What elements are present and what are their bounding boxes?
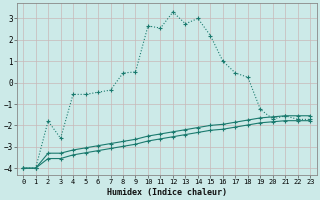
- X-axis label: Humidex (Indice chaleur): Humidex (Indice chaleur): [107, 188, 227, 197]
